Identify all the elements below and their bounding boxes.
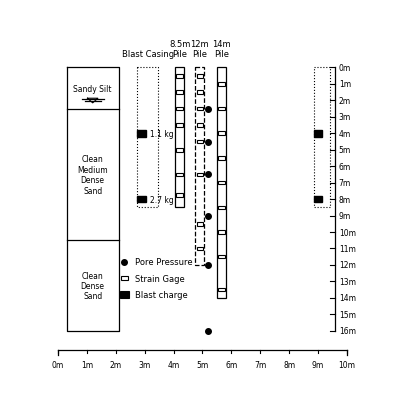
Bar [197, 173, 203, 177]
Text: Clean
Dense
Sand: Clean Dense Sand [81, 271, 105, 301]
Text: Clean
Medium
Dense
Sand: Clean Medium Dense Sand [77, 155, 108, 195]
Bar [314, 131, 322, 137]
Bar [177, 91, 183, 95]
Text: 9m: 9m [339, 211, 351, 220]
Text: 2.7 kg: 2.7 kg [150, 195, 174, 204]
Text: 4m: 4m [339, 130, 351, 139]
Text: 1.1 kg: 1.1 kg [150, 130, 174, 139]
Text: 0m: 0m [52, 360, 64, 369]
Bar [218, 288, 225, 292]
Bar [177, 107, 183, 111]
Text: 1m: 1m [81, 360, 93, 369]
Text: 14m
Pile: 14m Pile [212, 40, 231, 59]
Bar [197, 247, 203, 251]
Text: 3m: 3m [339, 113, 351, 122]
Bar [197, 124, 203, 128]
Text: 2m: 2m [339, 97, 351, 106]
Text: 0m: 0m [339, 64, 351, 73]
Bar [195, 68, 205, 265]
Text: 16m: 16m [339, 326, 356, 335]
Text: 6m: 6m [225, 360, 237, 369]
Text: 3m: 3m [139, 360, 151, 369]
Bar [197, 107, 203, 111]
Text: Blast charge: Blast charge [135, 290, 187, 299]
Text: 12m
Pile: 12m Pile [190, 40, 209, 59]
Bar [177, 173, 183, 177]
Bar [175, 68, 184, 208]
Bar [177, 124, 183, 128]
Bar [137, 196, 145, 203]
Bar [218, 255, 225, 259]
Text: 5m: 5m [196, 360, 209, 369]
Text: 5m: 5m [339, 146, 351, 155]
Text: Blast Casing: Blast Casing [122, 50, 174, 59]
Bar [218, 107, 225, 111]
Bar [177, 75, 183, 78]
Text: 8m: 8m [283, 360, 295, 369]
Bar [314, 196, 322, 203]
Text: 1m: 1m [339, 80, 351, 89]
Text: 14m: 14m [339, 294, 356, 303]
Bar [197, 91, 203, 95]
Bar [121, 277, 128, 280]
Text: 10m: 10m [339, 360, 356, 369]
Text: 8m: 8m [339, 195, 351, 204]
Text: 15m: 15m [339, 310, 356, 319]
Text: 12m: 12m [339, 261, 356, 270]
Bar [137, 131, 145, 137]
Bar [177, 149, 183, 152]
Text: 4m: 4m [167, 360, 180, 369]
Bar [218, 157, 225, 160]
Bar [218, 83, 225, 87]
Text: 6m: 6m [339, 162, 351, 171]
Bar [218, 206, 225, 210]
Text: Strain Gage: Strain Gage [135, 274, 184, 283]
Bar [120, 292, 129, 298]
Text: 13m: 13m [339, 277, 356, 286]
Text: 9m: 9m [312, 360, 324, 369]
Text: Pore Pressure: Pore Pressure [135, 258, 192, 266]
Text: 7m: 7m [254, 360, 266, 369]
Bar [218, 181, 225, 185]
Bar [197, 222, 203, 226]
Text: 10m: 10m [339, 228, 356, 237]
Bar [218, 230, 225, 234]
Bar [177, 194, 183, 197]
Bar [197, 75, 203, 78]
Bar [197, 141, 203, 144]
Text: 8.5m
Pile: 8.5m Pile [169, 40, 190, 59]
Bar [217, 68, 226, 298]
Text: 7m: 7m [339, 179, 351, 188]
Text: 11m: 11m [339, 244, 356, 254]
Bar [218, 132, 225, 136]
Text: Sandy Silt: Sandy Silt [73, 84, 112, 93]
Text: 2m: 2m [110, 360, 122, 369]
